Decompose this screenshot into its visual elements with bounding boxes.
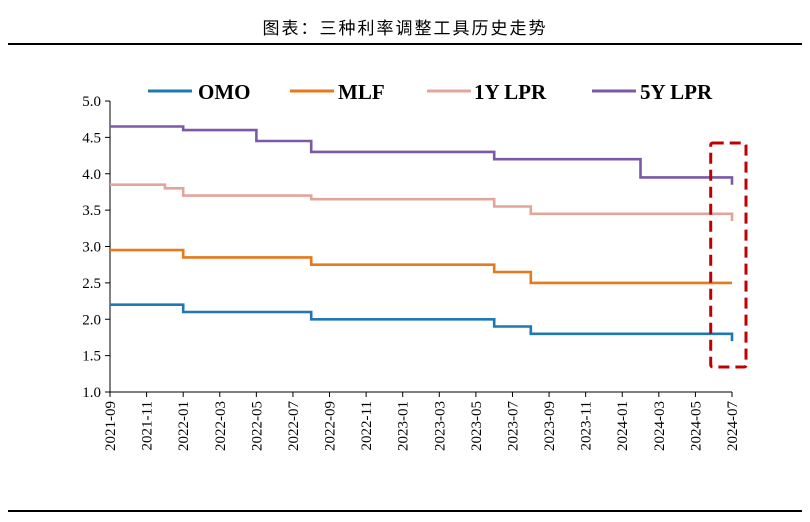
y-tick-label: 4.0 [82, 167, 101, 183]
legend-label-omo: OMO [198, 80, 251, 104]
x-tick-label: 2024-07 [725, 401, 741, 451]
x-tick-label: 2023-05 [469, 401, 485, 451]
y-tick-label: 2.5 [82, 276, 101, 292]
legend-label-5y-lpr: 5Y LPR [640, 80, 713, 104]
highlight-layer [709, 141, 748, 369]
chart-title: 图表：三种利率调整工具历史走势 [262, 19, 548, 39]
x-tick-label: 2024-03 [652, 401, 668, 451]
x-tick-label: 2022-01 [176, 401, 192, 451]
y-tick-label: 4.5 [82, 130, 101, 146]
x-tick-label: 2021-09 [103, 401, 119, 451]
series-layer [110, 125, 734, 342]
x-tick-label: 2023-03 [432, 401, 448, 451]
y-tick-label: 2.0 [82, 312, 101, 328]
top-rule [8, 43, 802, 45]
highlight-box [709, 141, 748, 369]
y-tick-label: 1.5 [82, 349, 101, 365]
y-tick-label: 3.5 [82, 203, 101, 219]
x-tick-label: 2023-01 [396, 401, 412, 451]
x-tick-label: 2022-09 [323, 401, 339, 451]
x-tick-label: 2023-09 [542, 401, 558, 451]
legend: OMO MLF 1Y LPR 5Y LPR [148, 80, 713, 104]
x-tick-label: 2022-07 [286, 401, 302, 451]
x-tick-label: 2022-03 [213, 401, 229, 451]
x-tick-label: 2021-11 [140, 401, 156, 450]
y-tick-label: 1.0 [82, 385, 101, 401]
bottom-rule [8, 510, 802, 512]
x-tick-label: 2022-05 [249, 401, 265, 451]
series-line-1y-lpr [110, 183, 734, 221]
axes: 1.0 1.5 2.0 2.5 3.0 3.5 4.0 4.5 5.0 2021-09 2021-1… [82, 94, 741, 451]
series-line-mlf [110, 248, 732, 285]
y-tick-label: 5.0 [82, 94, 101, 110]
x-tick-label: 2022-11 [359, 401, 375, 450]
x-tick-label: 2023-07 [505, 401, 521, 451]
series-line-5y-lpr [110, 125, 734, 185]
x-tick-label: 2024-01 [615, 401, 631, 451]
series-line-omo [110, 303, 734, 342]
legend-label-mlf: MLF [338, 80, 385, 104]
y-tick-label: 3.0 [82, 240, 101, 256]
legend-label-1y-lpr: 1Y LPR [474, 80, 547, 104]
x-tick-label: 2023-11 [579, 401, 595, 450]
x-tick-label: 2024-05 [688, 401, 704, 451]
